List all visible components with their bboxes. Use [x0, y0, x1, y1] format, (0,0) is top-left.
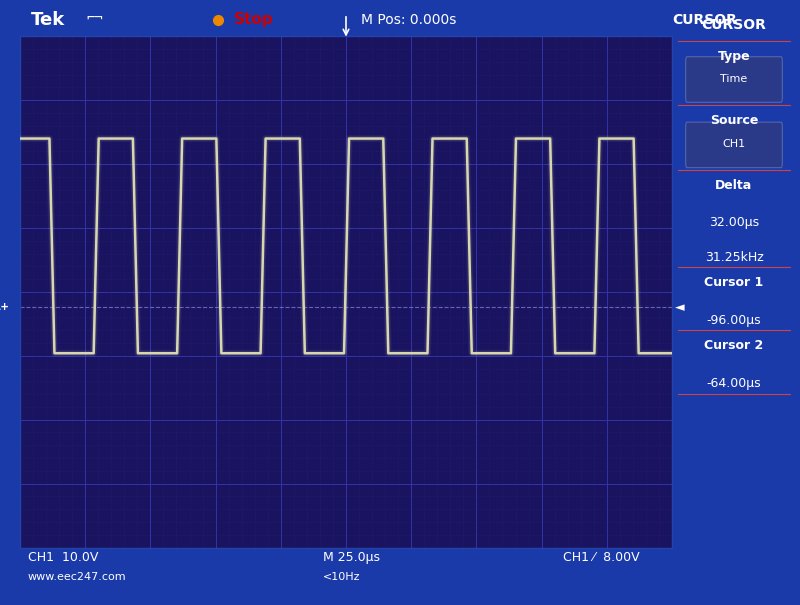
- Text: Cursor 1: Cursor 1: [704, 276, 764, 289]
- Text: M Pos: 0.000s: M Pos: 0.000s: [362, 13, 457, 27]
- FancyBboxPatch shape: [686, 122, 782, 168]
- Text: CURSOR: CURSOR: [672, 13, 737, 27]
- Text: ◄: ◄: [675, 301, 685, 314]
- Text: CH1: CH1: [722, 139, 746, 149]
- Text: Type: Type: [718, 50, 750, 63]
- Text: M 25.0μs: M 25.0μs: [322, 551, 380, 564]
- Text: www.eec247.com: www.eec247.com: [28, 572, 126, 582]
- Text: 1+: 1+: [0, 302, 10, 312]
- Text: 31.25kHz: 31.25kHz: [705, 251, 763, 264]
- Text: Cursor 2: Cursor 2: [704, 339, 764, 352]
- Text: -96.00μs: -96.00μs: [706, 313, 762, 327]
- Text: CURSOR: CURSOR: [702, 18, 766, 31]
- Text: Time: Time: [720, 74, 748, 84]
- Text: 32.00μs: 32.00μs: [709, 216, 759, 229]
- Text: Stop: Stop: [234, 12, 273, 27]
- Text: Tek: Tek: [31, 11, 65, 28]
- FancyBboxPatch shape: [686, 57, 782, 102]
- Text: <10Hz: <10Hz: [322, 572, 360, 582]
- Text: Source: Source: [710, 114, 758, 127]
- Text: Delta: Delta: [715, 179, 753, 192]
- Text: CH1  10.0V: CH1 10.0V: [28, 551, 98, 564]
- Text: CH1 ⁄  8.00V: CH1 ⁄ 8.00V: [563, 551, 640, 564]
- Text: -64.00μs: -64.00μs: [706, 377, 762, 390]
- Text: ⌐¬: ⌐¬: [86, 11, 102, 25]
